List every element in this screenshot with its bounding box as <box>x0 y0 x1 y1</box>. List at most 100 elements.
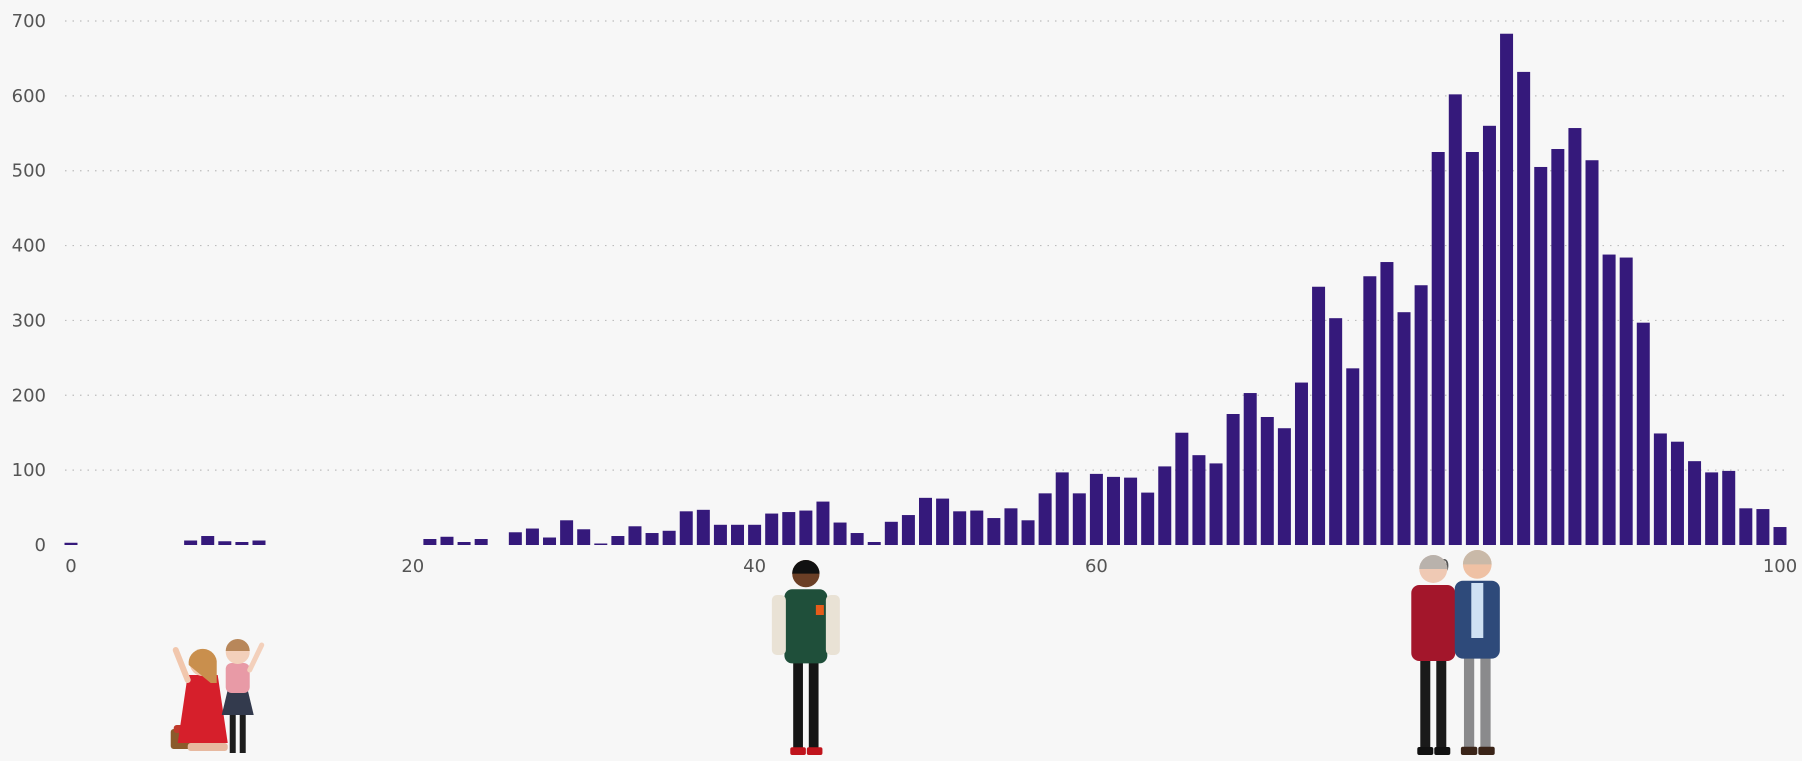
bar <box>1517 71 1531 545</box>
bar <box>1534 166 1548 545</box>
bar <box>577 529 591 545</box>
bar <box>1431 152 1445 545</box>
bar <box>1312 286 1326 545</box>
bar <box>1688 461 1702 545</box>
y-axis-ticks: 0 100 200 300 400 500 600 700 <box>12 11 46 556</box>
bar <box>765 513 779 545</box>
bar <box>1568 128 1582 545</box>
y-tick-label: 100 <box>12 460 46 481</box>
x-tick-label: 100 <box>1763 556 1797 577</box>
bar <box>1192 455 1206 545</box>
bar <box>1021 520 1035 545</box>
bar <box>628 526 642 545</box>
bar <box>1397 312 1411 545</box>
bar <box>696 509 710 545</box>
bar <box>1363 276 1377 545</box>
y-tick-label: 400 <box>12 236 46 257</box>
bar <box>440 536 454 545</box>
x-tick-label: 20 <box>401 556 424 577</box>
bar <box>1038 493 1052 545</box>
bar <box>543 537 557 545</box>
bar <box>457 542 471 545</box>
y-tick-label: 300 <box>12 310 46 331</box>
bar <box>816 501 830 545</box>
bar <box>1175 432 1189 545</box>
bar <box>1602 254 1616 545</box>
bar <box>1329 318 1343 545</box>
bar <box>1653 433 1667 545</box>
bar <box>1739 508 1753 545</box>
bar <box>560 520 574 545</box>
bar <box>679 511 693 545</box>
bar <box>508 532 522 545</box>
bar <box>645 533 659 545</box>
bar <box>884 521 898 545</box>
bar <box>1226 414 1240 545</box>
x-axis-ticks: 020406080100 <box>65 556 1797 577</box>
bar <box>1585 160 1599 545</box>
bar <box>1089 473 1103 545</box>
bar <box>936 498 950 545</box>
bar <box>184 540 198 545</box>
bar <box>867 542 881 545</box>
bar <box>1448 94 1462 546</box>
x-tick-label: 60 <box>1085 556 1108 577</box>
y-tick-label: 200 <box>12 385 46 406</box>
bar <box>1756 509 1770 545</box>
bar <box>594 543 608 545</box>
bar <box>1055 472 1069 545</box>
bar <box>1277 428 1291 545</box>
bar <box>1636 322 1650 545</box>
bar <box>201 536 215 545</box>
bar <box>1619 257 1633 545</box>
bar <box>1106 476 1120 545</box>
bar <box>1670 441 1684 545</box>
bar <box>782 512 796 545</box>
y-tick-label: 500 <box>12 161 46 182</box>
bar <box>987 518 1001 545</box>
bar-series <box>64 33 1787 546</box>
bar <box>953 511 967 545</box>
bar <box>235 542 249 545</box>
bar <box>1209 463 1223 545</box>
bar <box>1380 262 1394 545</box>
bar <box>731 524 745 545</box>
x-tick-label: 40 <box>743 556 766 577</box>
x-tick-label: 0 <box>65 556 76 577</box>
bar <box>970 510 984 545</box>
elderly-couple-figure-icon <box>1411 550 1500 755</box>
children-figure-icon <box>170 639 265 753</box>
bar <box>1243 393 1257 545</box>
bar <box>218 541 232 545</box>
bar <box>1260 416 1274 545</box>
bar <box>1072 493 1086 545</box>
bar <box>1705 472 1719 545</box>
bar <box>1004 508 1018 545</box>
bar <box>252 540 266 545</box>
y-tick-label: 0 <box>35 535 46 556</box>
bar <box>64 542 78 545</box>
bar <box>799 510 813 545</box>
y-tick-label: 600 <box>12 86 46 107</box>
y-tick-label: 700 <box>12 11 46 32</box>
bar <box>1346 368 1360 545</box>
bar <box>713 524 727 545</box>
bar <box>1294 382 1308 545</box>
bar <box>1141 492 1155 545</box>
bar <box>919 497 932 545</box>
bar <box>1551 149 1565 545</box>
bar <box>1414 285 1428 545</box>
y-gridlines <box>65 20 1790 471</box>
bar <box>901 515 915 545</box>
bar <box>1500 33 1514 546</box>
bar <box>1482 125 1496 546</box>
bar <box>748 524 762 545</box>
bar <box>1124 477 1138 545</box>
age-illustrations <box>170 550 1500 755</box>
bar <box>611 536 625 545</box>
bar <box>662 530 676 545</box>
bar <box>1722 470 1736 545</box>
bar <box>1158 466 1172 545</box>
young-adult-figure-icon <box>771 560 840 755</box>
